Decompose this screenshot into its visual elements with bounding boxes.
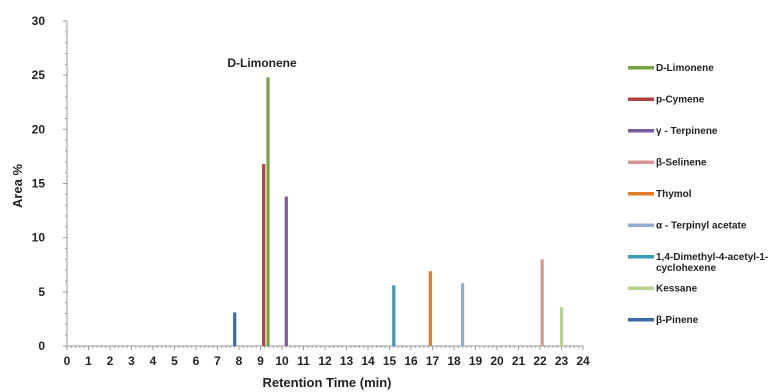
x-tick-label: 4 <box>150 354 157 368</box>
legend-label: γ - Terpinene <box>656 126 718 137</box>
x-tick-label: 14 <box>361 354 375 368</box>
x-tick-label: 21 <box>512 354 526 368</box>
bar <box>428 271 432 346</box>
legend-label: Kessane <box>656 284 698 295</box>
x-tick-label: 7 <box>214 354 221 368</box>
x-tick-label: 8 <box>236 354 243 368</box>
x-tick-label: 23 <box>555 354 569 368</box>
legend-item: 1,4-Dimethyl-4-acetyl-1-cyclohexene <box>628 252 768 274</box>
bar <box>284 196 288 346</box>
y-axis-title: Area % <box>10 164 25 209</box>
legend-label: D-Limonene <box>656 63 714 74</box>
annotation-label: D-Limonene <box>227 56 297 70</box>
legend-item: Thymol <box>628 189 692 200</box>
y-tick-label: 30 <box>32 14 46 28</box>
legend-item: α - Terpinyl acetate <box>628 221 747 232</box>
legend-item: D-Limonene <box>628 63 714 74</box>
legend-swatch <box>628 192 654 196</box>
x-tick-label: 5 <box>171 354 178 368</box>
x-tick-label: 24 <box>576 354 590 368</box>
legend-swatch <box>628 255 654 259</box>
bar <box>233 312 237 346</box>
x-tick-label: 16 <box>404 354 418 368</box>
y-tick-label: 15 <box>32 177 46 191</box>
x-tick-label: 11 <box>297 354 310 368</box>
x-tick-label: 3 <box>128 354 135 368</box>
legend-label: α - Terpinyl acetate <box>656 221 747 232</box>
legend-swatch <box>628 160 654 164</box>
legend-swatch <box>628 97 654 101</box>
bar <box>461 283 465 346</box>
tick-labels: 0 1 2 3 4 5 6 7 8 9 10 11 12 13 14 15 16 17 18 19 20 21 22 23 24… <box>32 14 590 368</box>
legend-label: Thymol <box>656 189 692 200</box>
x-tick-label: 9 <box>257 354 264 368</box>
legend-item: p-Cymene <box>628 95 705 106</box>
legend: D-Limonene p-Cymene γ - Terpinene β-Selinen… <box>628 63 768 326</box>
legend-label: β-Pinene <box>656 315 699 326</box>
bar <box>266 77 270 346</box>
bar <box>392 285 396 346</box>
bar <box>262 164 266 346</box>
legend-swatch <box>628 223 654 227</box>
bar <box>540 259 544 346</box>
y-tick-label: 5 <box>38 285 45 299</box>
legend-item: γ - Terpinene <box>628 126 718 137</box>
bar <box>559 307 564 346</box>
annotations: D-Limonene <box>227 56 297 70</box>
legend-swatch <box>628 286 654 290</box>
y-tick-label: 0 <box>38 339 45 353</box>
x-tick-label: 13 <box>340 354 354 368</box>
x-axis-title: Retention Time (min) <box>262 375 391 390</box>
legend-item: Kessane <box>628 284 698 295</box>
y-tick-label: 10 <box>32 231 46 245</box>
x-tick-label: 18 <box>447 354 461 368</box>
x-tick-label: 12 <box>318 354 332 368</box>
x-tick-label: 2 <box>107 354 114 368</box>
x-tick-label: 20 <box>490 354 504 368</box>
legend-label: 1,4-Dimethyl-4-acetyl-1-cyclohexene <box>656 252 768 274</box>
x-tick-label: 15 <box>383 354 397 368</box>
legend-label: β-Selinene <box>656 158 707 169</box>
x-tick-label: 10 <box>275 354 289 368</box>
x-tick-label: 17 <box>426 354 440 368</box>
legend-item: β-Selinene <box>628 158 707 169</box>
x-tick-label: 1 <box>85 354 92 368</box>
x-tick-label: 6 <box>193 354 200 368</box>
x-tick-label: 22 <box>533 354 547 368</box>
legend-swatch <box>628 66 654 70</box>
x-tick-label: 0 <box>64 354 71 368</box>
bars <box>233 77 564 346</box>
x-tick-label: 19 <box>469 354 483 368</box>
legend-swatch <box>628 318 654 322</box>
y-tick-label: 20 <box>32 122 46 136</box>
legend-label: p-Cymene <box>656 95 705 106</box>
y-tick-label: 25 <box>32 68 46 82</box>
legend-swatch <box>628 129 654 133</box>
legend-item: β-Pinene <box>628 315 699 326</box>
axes <box>63 20 584 350</box>
